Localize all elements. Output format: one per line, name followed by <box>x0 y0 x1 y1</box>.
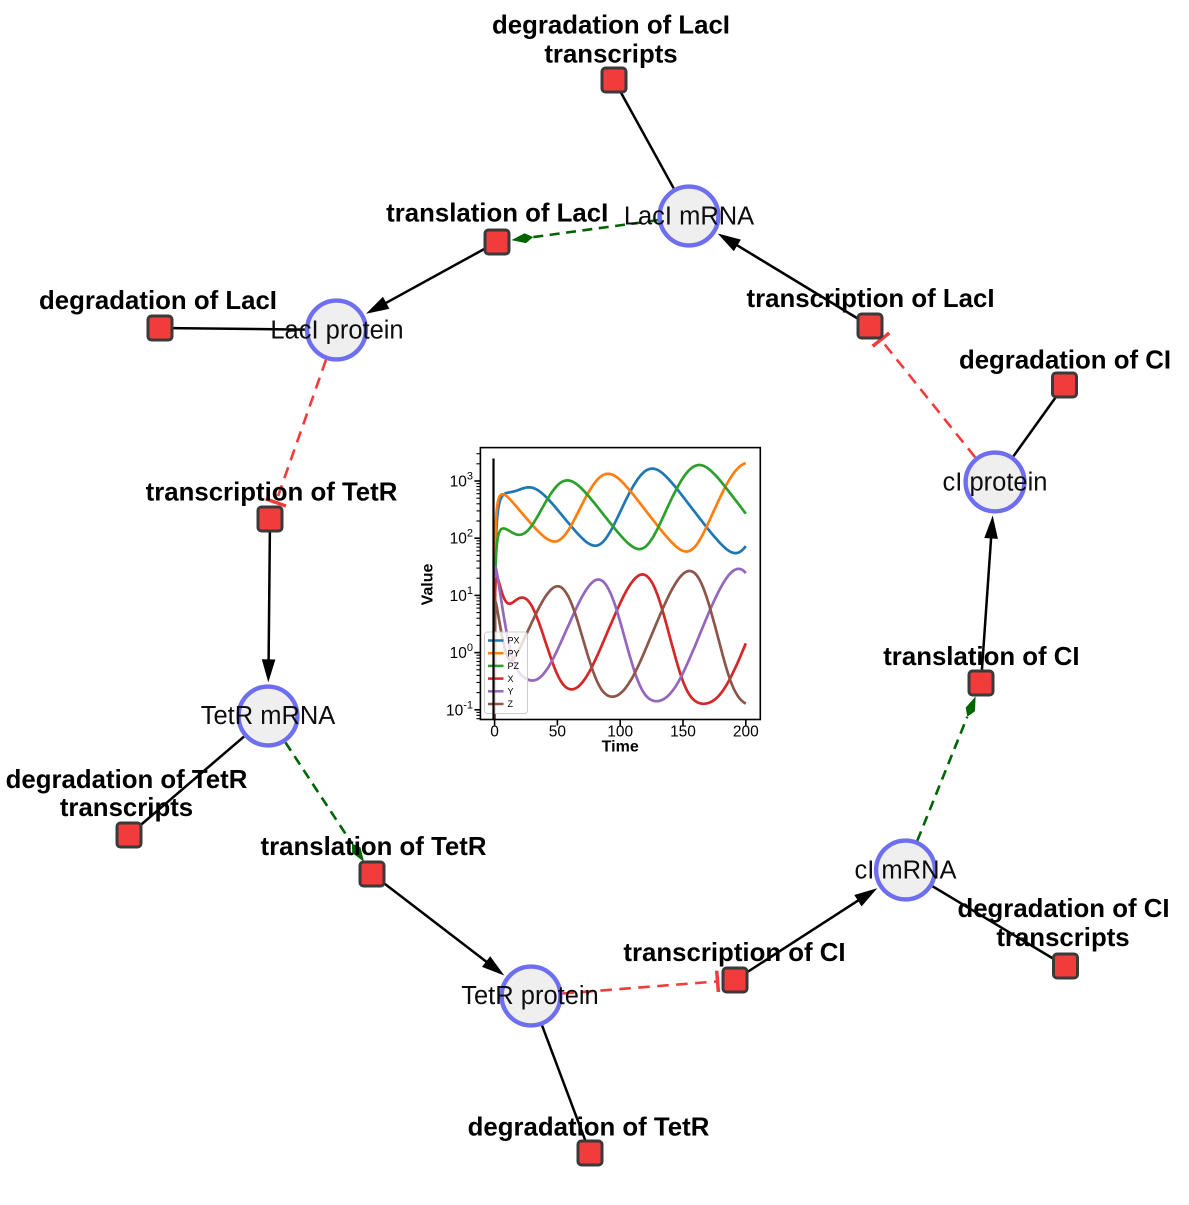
svg-text:0: 0 <box>490 724 499 741</box>
svg-text:150: 150 <box>670 724 696 741</box>
svg-text:transcripts: transcripts <box>544 40 677 68</box>
svg-text:transcripts: transcripts <box>60 794 193 822</box>
svg-text:transcription of CI: transcription of CI <box>623 939 845 967</box>
svg-text:degradation of LacI: degradation of LacI <box>492 11 730 39</box>
svg-text:PZ: PZ <box>508 661 520 671</box>
svg-text:degradation of TetR: degradation of TetR <box>6 766 248 794</box>
svg-text:100: 100 <box>607 724 633 741</box>
svg-text:Z: Z <box>508 699 514 709</box>
svg-text:Time: Time <box>602 739 639 756</box>
svg-text:translation of LacI: translation of LacI <box>386 200 608 228</box>
svg-text:degradation of CI: degradation of CI <box>957 895 1169 923</box>
svg-text:LacI protein: LacI protein <box>270 317 403 345</box>
svg-text:transcription of TetR: transcription of TetR <box>146 479 398 507</box>
svg-text:Y: Y <box>508 687 514 697</box>
svg-text:TetR mRNA: TetR mRNA <box>201 702 336 730</box>
svg-text:PY: PY <box>508 648 520 658</box>
svg-text:degradation of CI: degradation of CI <box>959 346 1171 374</box>
svg-text:translation of CI: translation of CI <box>883 643 1079 671</box>
svg-text:cI protein: cI protein <box>943 469 1048 497</box>
svg-text:PX: PX <box>508 636 520 646</box>
svg-text:translation of TetR: translation of TetR <box>261 833 487 861</box>
svg-text:TetR protein: TetR protein <box>461 982 599 1010</box>
svg-text:degradation of LacI: degradation of LacI <box>39 287 277 315</box>
svg-text:transcription of LacI: transcription of LacI <box>747 285 995 313</box>
svg-text:50: 50 <box>549 724 567 741</box>
svg-text:transcripts: transcripts <box>996 924 1129 952</box>
svg-text:cI mRNA: cI mRNA <box>855 857 957 885</box>
svg-text:200: 200 <box>733 724 759 741</box>
svg-text:degradation of TetR: degradation of TetR <box>468 1114 710 1142</box>
svg-text:X: X <box>508 674 514 684</box>
svg-text:Value: Value <box>420 564 437 606</box>
svg-text:LacI mRNA: LacI mRNA <box>624 203 754 231</box>
